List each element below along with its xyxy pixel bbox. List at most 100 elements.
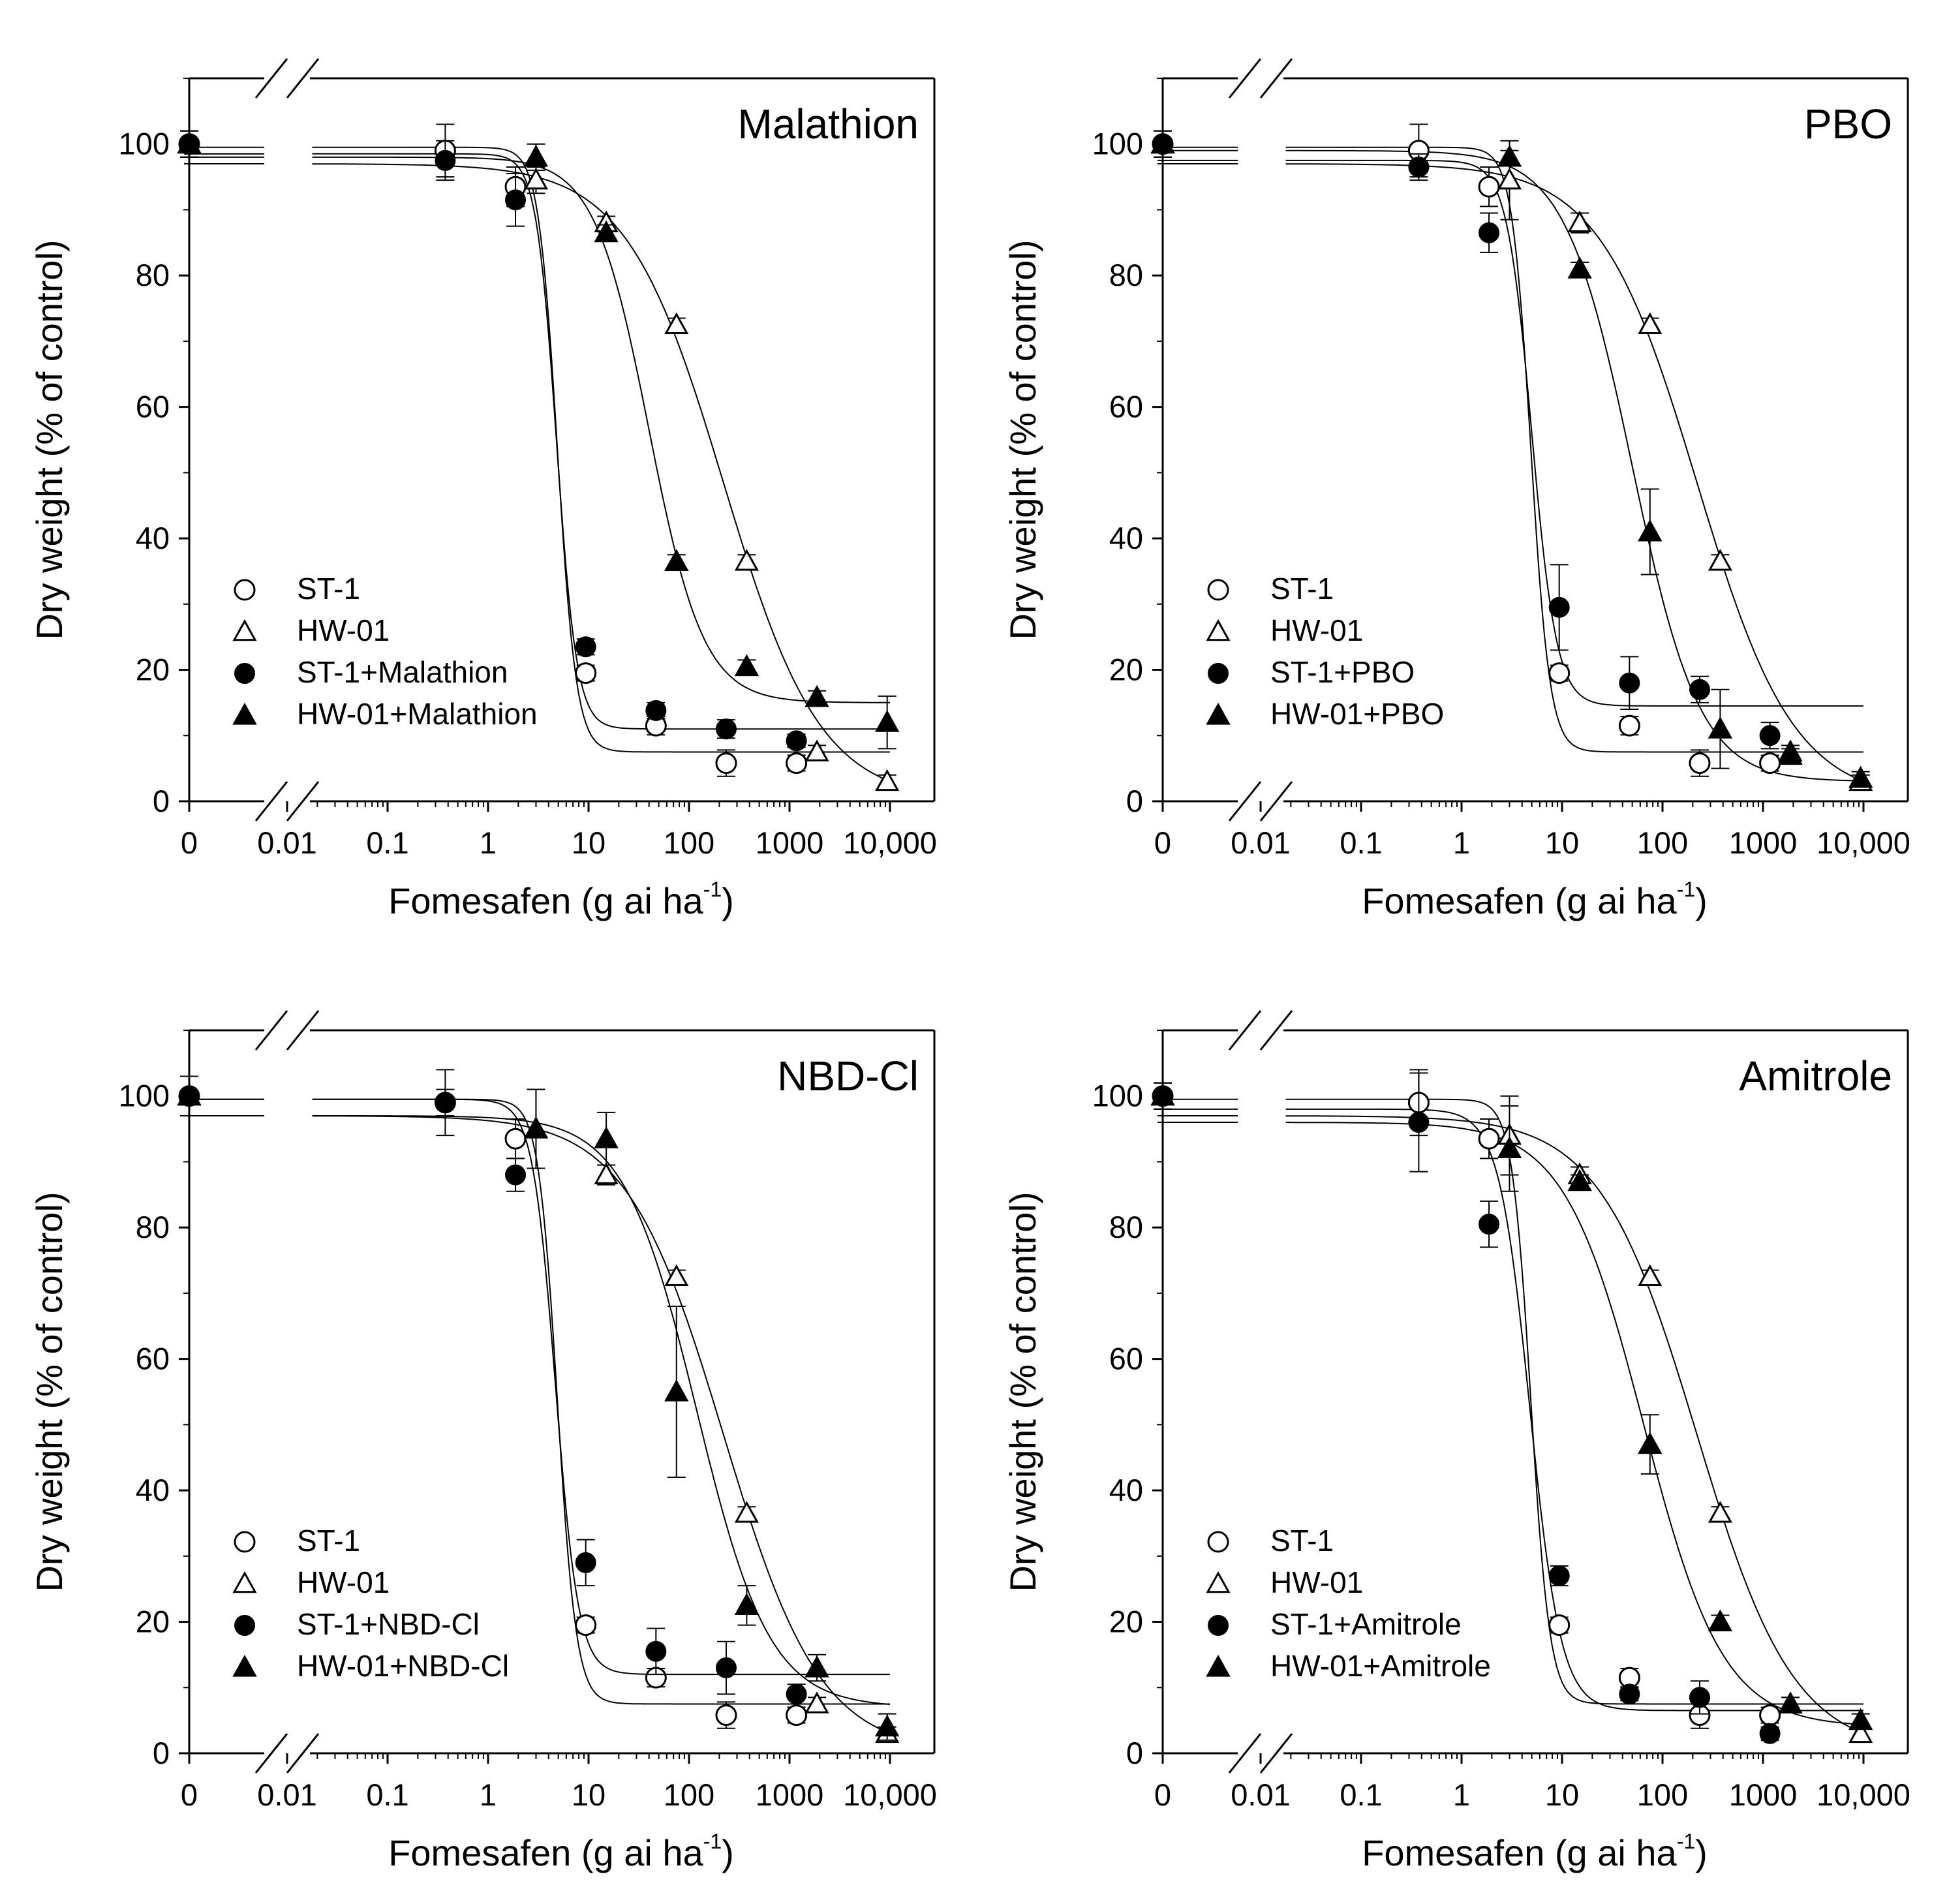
fitted-curves (184, 1098, 891, 1734)
series-filled-triangle (177, 1075, 900, 1741)
marker-open-triangle (664, 1264, 689, 1287)
axis-break-mark (1228, 58, 1262, 99)
marker-open-circle (1759, 752, 1781, 775)
marker-open-circle (234, 1531, 256, 1553)
fitted-curve (312, 163, 891, 782)
marker-filled-triangle (1497, 144, 1522, 167)
legend-item: HW-01 (1206, 613, 1363, 647)
marker-open-circle (1207, 1531, 1229, 1553)
legend-item: ST-1 (234, 1524, 360, 1558)
marker-open-triangle (1638, 312, 1663, 335)
marker-filled-triangle (1150, 1083, 1175, 1106)
y-tick-label: 60 (136, 1342, 170, 1376)
fitted-curve (1285, 163, 1864, 782)
fitted-curve (1285, 1122, 1864, 1726)
marker-filled-circle (435, 1092, 456, 1113)
x-tick-label: 0 (181, 825, 198, 860)
marker-open-triangle (734, 1501, 759, 1523)
panel-title: Amitrole (1739, 1052, 1892, 1099)
marker-open-circle (1548, 1614, 1571, 1636)
marker-filled-triangle (1567, 1169, 1592, 1191)
marker-filled-circle (1759, 1723, 1781, 1744)
y-tick-label: 80 (136, 258, 170, 292)
marker-open-triangle (875, 769, 900, 791)
x-tick-label: 0 (1154, 825, 1171, 860)
y-axis-title: Dry weight (% of control) (1002, 239, 1043, 639)
marker-open-triangle (1206, 619, 1231, 641)
marker-filled-circle (1208, 1615, 1229, 1636)
legend-label: ST-1 (1270, 572, 1334, 606)
axis-break-mark (286, 781, 320, 821)
marker-open-triangle (232, 619, 257, 641)
y-tick-label: 0 (153, 784, 170, 818)
legend-item: HW-01+Malathion (232, 697, 538, 731)
legend-label: ST-1+NBD-Cl (297, 1607, 480, 1641)
chart-panel-1: 0 20 40 60 80 100 0 0.01 0.1 1 10 100 1000 10,000 Fome… (974, 0, 1947, 952)
panel-title: NBD-Cl (777, 1052, 919, 1099)
legend: ST-1 HW-01 ST-1+PBO HW-01+PBO (1206, 572, 1444, 731)
series-open-triangle (177, 1075, 900, 1743)
marker-filled-triangle (523, 144, 549, 167)
x-tick-label: 100 (1637, 825, 1688, 860)
y-axis-title: Dry weight (% of control) (29, 1191, 70, 1591)
series-filled-circle (179, 130, 807, 752)
legend-label: ST-1+Malathion (297, 655, 508, 689)
marker-filled-circle (1479, 1214, 1500, 1235)
legend-label: HW-01+NBD-Cl (297, 1649, 509, 1683)
x-tick-label: 0.01 (257, 1777, 316, 1812)
chart-panel-0: 0 20 40 60 80 100 0 0.01 0.1 1 10 100 1000 10,000 Fome… (0, 0, 974, 952)
marker-filled-triangle (1567, 256, 1592, 279)
marker-filled-triangle (1206, 702, 1231, 725)
y-tick-label: 60 (1109, 390, 1143, 424)
marker-filled-circle (1619, 1683, 1640, 1705)
x-tick-label: 100 (1637, 1777, 1688, 1812)
panel-title: PBO (1804, 100, 1892, 147)
marker-open-triangle (1638, 1264, 1663, 1287)
fitted-curve (312, 146, 890, 753)
x-axis-title: Fomesafen (g ai ha-1) (1362, 1830, 1708, 1873)
fitted-curves (1157, 146, 1864, 782)
marker-open-circle (715, 1704, 737, 1727)
legend-label: HW-01+PBO (1270, 697, 1444, 731)
data-points (177, 1069, 900, 1743)
legend-item: HW-01+PBO (1206, 697, 1444, 731)
legend-item: ST-1 (1207, 1524, 1334, 1558)
y-tick-label: 60 (136, 390, 170, 424)
marker-filled-circle (234, 663, 255, 684)
marker-filled-circle (575, 1552, 596, 1573)
marker-filled-triangle (1638, 1432, 1663, 1454)
x-tick-label: 100 (664, 1777, 714, 1812)
y-tick-label: 40 (1109, 521, 1143, 555)
axis-break-mark (1259, 1010, 1293, 1051)
legend-item: ST-1+PBO (1208, 655, 1415, 689)
x-tick-label: 1000 (756, 825, 824, 860)
marker-filled-triangle (177, 1083, 202, 1106)
legend-label: HW-01 (297, 613, 390, 647)
y-tick-label: 20 (136, 653, 170, 687)
marker-filled-circle (1408, 1112, 1430, 1133)
x-tick-label: 10,000 (1817, 1777, 1910, 1812)
marker-filled-circle (1479, 222, 1500, 243)
marker-filled-triangle (734, 1593, 759, 1615)
series-filled-circle (1152, 1072, 1781, 1744)
marker-filled-triangle (1848, 1708, 1873, 1730)
y-tick-label: 60 (1109, 1342, 1143, 1376)
x-tick-label: 10 (572, 1777, 606, 1812)
axis-break-mark (1259, 781, 1293, 821)
series-filled-triangle (177, 130, 900, 750)
marker-filled-circle (435, 149, 456, 171)
axis-break-mark (1228, 1010, 1262, 1051)
marker-open-triangle (805, 1691, 829, 1713)
y-tick-label: 40 (1109, 1473, 1143, 1507)
fitted-curve (1285, 159, 1863, 707)
x-tick-label: 0 (181, 1777, 198, 1812)
marker-open-triangle (1567, 210, 1592, 232)
marker-filled-circle (1689, 1687, 1710, 1708)
x-tick-label: 10,000 (843, 825, 937, 860)
panel-title: Malathion (738, 100, 919, 147)
marker-open-triangle (1497, 168, 1522, 190)
